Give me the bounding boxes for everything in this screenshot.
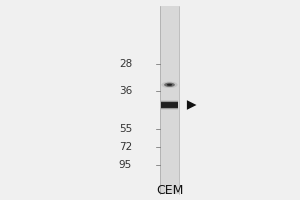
Bar: [160, 6, 179, 194]
Text: 55: 55: [119, 124, 132, 134]
Ellipse shape: [167, 84, 172, 86]
Bar: [161, 102, 178, 108]
Polygon shape: [187, 100, 196, 110]
Text: 72: 72: [119, 142, 132, 152]
Ellipse shape: [161, 82, 178, 88]
Text: 28: 28: [119, 59, 132, 69]
Ellipse shape: [164, 83, 175, 87]
Bar: [161, 100, 178, 105]
Bar: [161, 101, 178, 107]
Text: 36: 36: [119, 86, 132, 96]
Text: CEM: CEM: [156, 184, 183, 196]
Bar: [161, 103, 178, 109]
Text: 95: 95: [119, 160, 132, 170]
Bar: [161, 105, 178, 110]
